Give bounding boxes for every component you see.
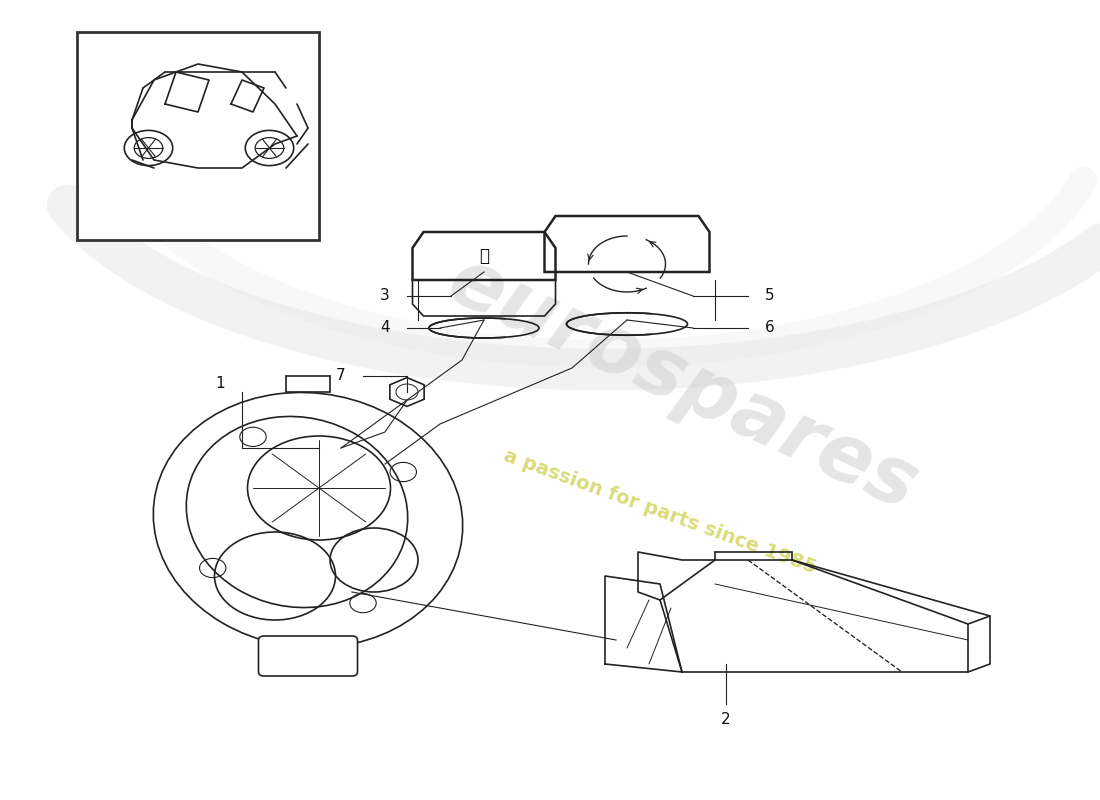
FancyBboxPatch shape: [77, 32, 319, 240]
Text: eurospares: eurospares: [434, 241, 930, 527]
Text: 1: 1: [216, 377, 224, 391]
Text: 6: 6: [766, 321, 774, 335]
Text: 🛢: 🛢: [478, 247, 490, 265]
Text: 3: 3: [381, 289, 389, 303]
Text: a passion for parts since 1985: a passion for parts since 1985: [502, 446, 818, 578]
Text: 7: 7: [337, 369, 345, 383]
Text: 2: 2: [722, 713, 730, 727]
FancyBboxPatch shape: [258, 636, 358, 676]
Text: 4: 4: [381, 321, 389, 335]
Text: 5: 5: [766, 289, 774, 303]
